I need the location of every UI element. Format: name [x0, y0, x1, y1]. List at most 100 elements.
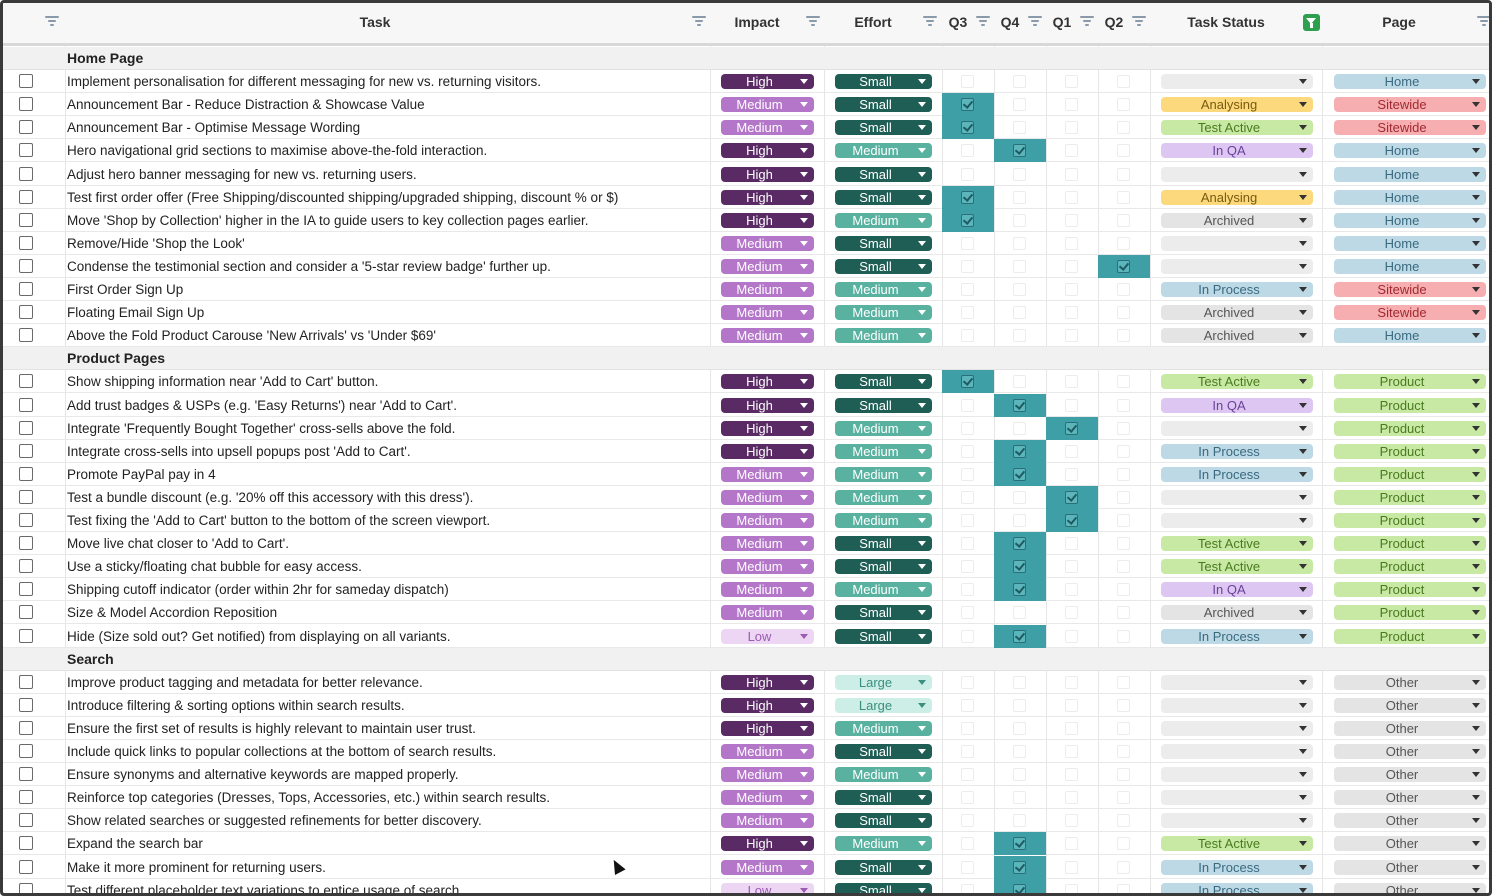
- table-row[interactable]: Size & Model Accordion Reposition Medium S…: [3, 601, 1489, 625]
- effort-dropdown[interactable]: Medium: [835, 328, 932, 344]
- quarter-cell-q2[interactable]: [1098, 186, 1150, 209]
- status-dropdown[interactable]: [1161, 697, 1313, 713]
- task-name[interactable]: Use a sticky/floating chat bubble for ea…: [67, 559, 362, 575]
- task-name[interactable]: Move live chat closer to 'Add to Cart'.: [67, 536, 289, 552]
- checked-checkbox-icon[interactable]: [1065, 514, 1078, 527]
- quarter-checkbox[interactable]: [961, 283, 974, 296]
- status-dropdown[interactable]: In QA: [1161, 143, 1313, 159]
- quarter-checkbox[interactable]: [1065, 883, 1078, 893]
- quarter-cell-q4[interactable]: [994, 555, 1046, 579]
- quarter-checkbox[interactable]: [1013, 606, 1026, 620]
- page-dropdown[interactable]: Product: [1334, 489, 1486, 505]
- task-name[interactable]: Above the Fold Product Carouse 'New Arri…: [67, 328, 436, 344]
- page-dropdown[interactable]: Product: [1334, 605, 1486, 621]
- checked-checkbox-icon[interactable]: [1013, 837, 1026, 851]
- quarter-cell-q4[interactable]: [994, 417, 1046, 440]
- table-row[interactable]: Floating Email Sign Up Medium Medium Archiv…: [3, 301, 1489, 325]
- row-checkbox[interactable]: [19, 74, 33, 89]
- quarter-cell-q4[interactable]: [994, 624, 1046, 648]
- task-name[interactable]: Ensure the first set of results is highl…: [67, 720, 476, 736]
- row-checkbox[interactable]: [19, 813, 33, 828]
- task-name[interactable]: Adjust hero banner messaging for new vs.…: [67, 166, 417, 182]
- quarter-checkbox[interactable]: [1117, 190, 1130, 204]
- table-row[interactable]: Test a bundle discount (e.g. '20% off th…: [3, 485, 1489, 509]
- row-checkbox[interactable]: [19, 120, 33, 135]
- quarter-cell-q4[interactable]: [994, 878, 1046, 893]
- effort-dropdown[interactable]: Medium: [835, 513, 932, 528]
- effort-dropdown[interactable]: Medium: [835, 489, 932, 505]
- quarter-checkbox[interactable]: [1065, 167, 1078, 181]
- effort-dropdown[interactable]: Small: [835, 120, 932, 136]
- quarter-cell-q2[interactable]: [1098, 509, 1150, 532]
- quarter-cell-q4[interactable]: [994, 786, 1046, 809]
- quarter-cell-q4[interactable]: [994, 186, 1046, 209]
- filter-active-icon[interactable]: [1303, 14, 1320, 31]
- quarter-checkbox[interactable]: [961, 236, 974, 250]
- quarter-cell-q1[interactable]: [1046, 578, 1098, 601]
- quarter-checkbox[interactable]: [961, 883, 974, 893]
- effort-dropdown[interactable]: Small: [835, 235, 932, 251]
- status-dropdown[interactable]: [1161, 166, 1313, 182]
- quarter-checkbox[interactable]: [961, 259, 974, 273]
- quarter-cell-q3[interactable]: [942, 555, 994, 578]
- page-dropdown[interactable]: Other: [1334, 882, 1486, 893]
- status-dropdown[interactable]: In Process: [1161, 882, 1313, 893]
- column-header-page[interactable]: Page: [1382, 14, 1416, 30]
- quarter-cell-q1[interactable]: [1046, 93, 1098, 116]
- quarter-checkbox[interactable]: [961, 698, 974, 712]
- effort-dropdown[interactable]: Small: [835, 882, 932, 893]
- quarter-cell-q3[interactable]: [942, 255, 994, 278]
- page-dropdown[interactable]: Product: [1334, 397, 1486, 413]
- quarter-cell-q3[interactable]: [942, 809, 994, 832]
- quarter-checkbox[interactable]: [961, 306, 974, 320]
- quarter-checkbox[interactable]: [1065, 283, 1078, 296]
- quarter-cell-q3[interactable]: [942, 879, 994, 893]
- quarter-checkbox[interactable]: [961, 490, 974, 504]
- quarter-cell-q1[interactable]: [1046, 485, 1098, 509]
- effort-dropdown[interactable]: Small: [835, 605, 932, 621]
- checked-checkbox-icon[interactable]: [1013, 444, 1026, 458]
- status-dropdown[interactable]: [1161, 235, 1313, 251]
- quarter-checkbox[interactable]: [1065, 837, 1078, 851]
- impact-dropdown[interactable]: High: [721, 674, 814, 690]
- quarter-cell-q3[interactable]: [942, 301, 994, 324]
- quarter-cell-q3[interactable]: [942, 232, 994, 255]
- quarter-cell-q4[interactable]: [994, 370, 1046, 393]
- table-row[interactable]: Promote PayPal pay in 4 Medium Medium In Pr…: [3, 462, 1489, 486]
- quarter-cell-q3[interactable]: [942, 185, 994, 209]
- quarter-checkbox[interactable]: [1065, 236, 1078, 250]
- quarter-checkbox[interactable]: [961, 560, 974, 574]
- status-dropdown[interactable]: Test Active: [1161, 536, 1313, 552]
- task-name[interactable]: Test first order offer (Free Shipping/di…: [67, 189, 619, 205]
- column-header-q3[interactable]: Q3: [948, 14, 968, 30]
- quarter-checkbox[interactable]: [1117, 421, 1130, 435]
- quarter-cell-q4[interactable]: [994, 301, 1046, 324]
- effort-dropdown[interactable]: Medium: [835, 466, 932, 482]
- page-dropdown[interactable]: Home: [1334, 328, 1486, 344]
- table-row[interactable]: First Order Sign Up Medium Medium In Proces…: [3, 278, 1489, 301]
- task-name[interactable]: Show related searches or suggested refin…: [67, 813, 482, 829]
- task-name[interactable]: Expand the search bar: [67, 836, 203, 852]
- quarter-cell-q1[interactable]: [1046, 809, 1098, 832]
- quarter-cell-q4[interactable]: [994, 439, 1046, 463]
- page-dropdown[interactable]: Other: [1334, 836, 1486, 852]
- quarter-cell-q1[interactable]: [1046, 116, 1098, 139]
- quarter-cell-q1[interactable]: [1046, 786, 1098, 809]
- quarter-checkbox[interactable]: [1117, 698, 1130, 712]
- quarter-cell-q3[interactable]: [942, 786, 994, 809]
- task-name[interactable]: Promote PayPal pay in 4: [67, 466, 216, 482]
- row-checkbox[interactable]: [19, 859, 33, 874]
- column-header-q4[interactable]: Q4: [1000, 14, 1020, 30]
- table-row[interactable]: Implement personalisation for different …: [3, 70, 1489, 94]
- page-dropdown[interactable]: Home: [1334, 166, 1486, 182]
- quarter-checkbox[interactable]: [1117, 883, 1130, 893]
- quarter-checkbox[interactable]: [961, 745, 974, 758]
- effort-dropdown[interactable]: Medium: [835, 582, 932, 598]
- impact-dropdown[interactable]: Medium: [721, 744, 814, 759]
- quarter-cell-q3[interactable]: [942, 763, 994, 786]
- quarter-cell-q2[interactable]: [1098, 856, 1150, 879]
- quarter-cell-q3[interactable]: [942, 93, 994, 117]
- quarter-cell-q1[interactable]: [1046, 463, 1098, 486]
- page-dropdown[interactable]: Sitewide: [1334, 282, 1486, 297]
- quarter-cell-q1[interactable]: [1046, 856, 1098, 879]
